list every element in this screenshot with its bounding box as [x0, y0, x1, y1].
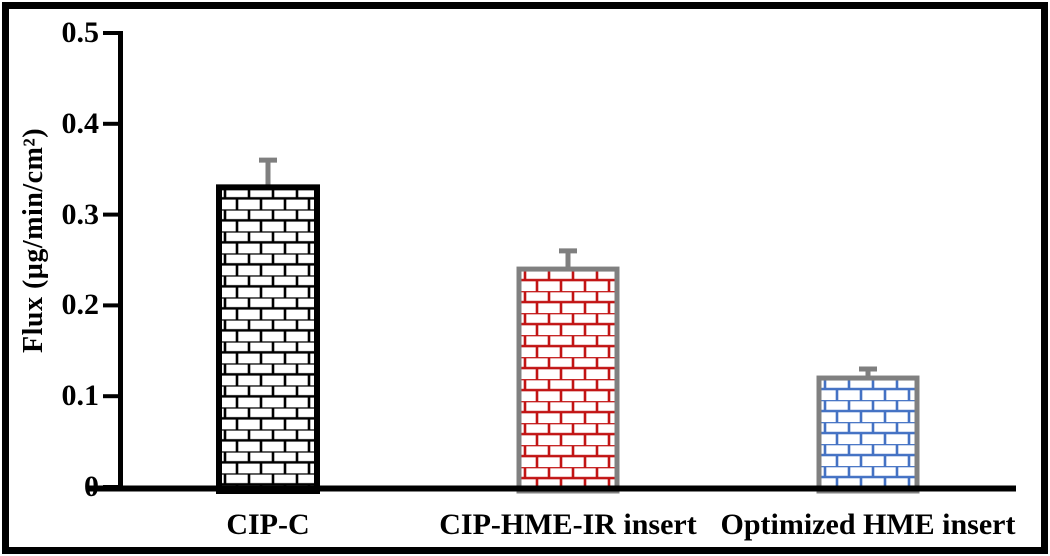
x-category-label: CIP-HME-IR insert — [439, 508, 697, 541]
y-tick-label: 0 — [84, 470, 99, 503]
y-tick-label: 0.2 — [61, 288, 100, 322]
bar — [516, 266, 620, 494]
error-bar — [559, 248, 577, 270]
y-tick-label: 0.4 — [61, 106, 100, 140]
error-bar — [259, 157, 277, 188]
x-category-label: Optimized HME insert — [720, 508, 1016, 541]
y-tick-label: 0.3 — [61, 197, 100, 231]
x-category-label: CIP-C — [226, 508, 310, 541]
bar — [216, 184, 320, 495]
bar — [816, 375, 920, 494]
y-tick-label: 0.5 — [61, 16, 100, 49]
y-tick-label: 0.1 — [61, 379, 100, 413]
